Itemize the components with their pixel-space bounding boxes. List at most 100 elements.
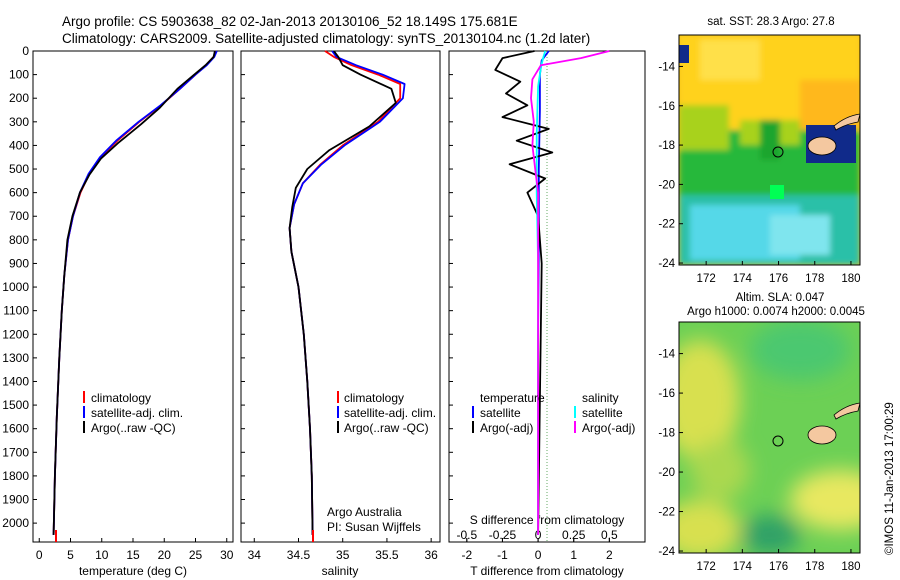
t-diff-tick-label: 1 (570, 548, 577, 562)
map-lat-label: -16 (658, 101, 675, 113)
credit-line-2: PI: Susan Wijffels (327, 520, 421, 534)
map-lon-label: 172 (697, 561, 716, 573)
salinity-series (288, 50, 406, 535)
depth-tick-label: 600 (9, 186, 29, 200)
difference-series (494, 50, 610, 535)
depth-tick-label: 1000 (2, 280, 29, 294)
depth-tick-label: 1100 (3, 304, 29, 318)
sal-tick-label: 35.5 (375, 548, 399, 562)
depth-tick-label: 700 (9, 209, 29, 223)
legend-salinity-heading: salinity (582, 391, 619, 405)
map-lat-label: -14 (658, 61, 675, 73)
temp-tick-label: 10 (95, 548, 109, 562)
temperature-tick-labels: 0 5 10 15 20 25 30 (36, 538, 234, 562)
depth-tick-label: 500 (9, 162, 29, 176)
s-diff-tick-label: 0.5 (601, 528, 618, 542)
series-line-climatology (52, 50, 217, 535)
sla-map-title-2: Argo h1000: 0.0074 h2000: 0.0045 (687, 306, 865, 318)
sla-lat-labels: -14 -16 -18 -20 -22 -24 (658, 349, 683, 558)
s-diff-tick-label: -0.5 (456, 528, 477, 542)
temp-tick-label: 20 (158, 548, 172, 562)
argo-float-marker-sla (772, 435, 784, 447)
temperature-series (52, 50, 218, 535)
depth-tick-labels: 0 100 200 300 400 500 600 700 800 900 1000 1100 1200… (2, 44, 453, 530)
map-lon-label: 180 (841, 273, 860, 285)
sla-map-title-1: Altim. SLA: 0.047 (736, 292, 825, 304)
depth-tick-label: 1900 (2, 493, 29, 507)
s-diff-tick-label: 0.25 (562, 528, 586, 542)
legend-s-satellite: satellite (582, 406, 623, 420)
map-lon-label: 176 (769, 561, 788, 573)
sst-lat-labels: -14 -16 -18 -20 -22 -24 (658, 61, 683, 270)
legend-s-argo: Argo(-adj) (582, 421, 635, 435)
map-lon-label: 172 (697, 273, 716, 285)
depth-tick-label: 1200 (2, 327, 29, 341)
map-lat-label: -24 (658, 258, 675, 270)
legend-temperature-heading: temperature (480, 391, 545, 405)
header-line-2: Climatology: CARS2009. Satellite-adjuste… (62, 31, 590, 46)
temp-tick-label: 5 (67, 548, 74, 562)
temp-tick-label: 25 (189, 548, 203, 562)
sst-lon-labels: 172 174 176 178 180 (697, 261, 861, 285)
sal-tick-label: 36 (424, 548, 438, 562)
legend-climatology: climatology (91, 391, 151, 405)
s-diff-tick-labels: -0.5 -0.25 0 0.25 0.5 (456, 528, 618, 542)
temp-tick-label: 0 (36, 548, 43, 562)
sal-tick-label: 34 (248, 548, 262, 562)
map-lat-label: -20 (658, 467, 675, 479)
depth-tick-label: 2000 (2, 516, 29, 530)
t-diff-tick-label: -1 (497, 548, 508, 562)
salinity-axis-label: salinity (322, 564, 359, 578)
map-lon-label: 178 (805, 561, 824, 573)
salinity-tick-labels: 34 34.5 35 35.5 36 (248, 538, 438, 562)
map-lat-label: -22 (658, 507, 675, 519)
series-line-t-argo-adj- (494, 50, 554, 535)
temp-tick-label: 15 (126, 548, 140, 562)
sla-map-image (679, 322, 860, 553)
map-lat-label: -24 (658, 546, 675, 558)
t-diff-tick-label: -2 (461, 548, 472, 562)
fiji-vanua-levu-sla (833, 402, 861, 420)
map-lat-label: -22 (658, 219, 675, 231)
temp-tick-label: 30 (220, 548, 234, 562)
header-line-1: Argo profile: CS 5903638_82 02-Jan-2013 … (62, 14, 518, 29)
map-lon-label: 174 (733, 561, 753, 573)
legend-satellite: satellite-adj. clim. (91, 406, 183, 420)
sal-tick-label: 34.5 (287, 548, 311, 562)
sla-lon-labels: 172 174 176 178 180 (697, 549, 861, 573)
map-lat-label: -18 (658, 428, 675, 440)
depth-tick-label: 1300 (2, 351, 29, 365)
fiji-vanua-levu-sst (833, 113, 861, 131)
series-line-s-argo-adj- (530, 50, 610, 535)
legend-climatology: climatology (344, 391, 404, 405)
temperature-legend: climatology satellite-adj. clim. Argo(..… (83, 391, 183, 435)
fiji-viti-levu-sst (807, 136, 837, 156)
t-diff-axis-label: T difference from climatology (470, 564, 624, 578)
map-lat-label: -20 (658, 179, 675, 191)
series-line-climatology (288, 50, 402, 535)
map-lon-label: 174 (733, 273, 753, 285)
depth-tick-label: 1600 (2, 422, 29, 436)
credit-line-1: Argo Australia (327, 505, 402, 519)
difference-legend: temperature satellite Argo(-adj) salinit… (472, 391, 635, 435)
series-line-satellite-adj-clim- (52, 50, 218, 535)
t-diff-tick-label: 0 (535, 548, 542, 562)
imos-timestamp: ©IMOS 11-Jan-2013 17:00:29 (884, 402, 896, 555)
sal-tick-label: 35 (336, 548, 350, 562)
legend-t-argo: Argo(-adj) (480, 421, 533, 435)
salinity-panel-frame (240, 50, 441, 543)
sst-map-title: sat. SST: 28.3 Argo: 27.8 (707, 16, 834, 28)
map-lon-label: 178 (805, 273, 824, 285)
legend-argo: Argo(..raw -QC) (344, 421, 429, 435)
sst-map-image (679, 35, 860, 265)
salinity-legend: climatology satellite-adj. clim. Argo(..… (337, 391, 436, 435)
s-diff-tick-label: -0.25 (489, 528, 517, 542)
depth-tick-label: 200 (9, 91, 29, 105)
series-line-argo-raw-qc- (288, 50, 397, 535)
series-line-argo-raw-qc- (52, 50, 216, 535)
argo-float-marker-sst (772, 146, 784, 158)
s-diff-tick-label: 0 (535, 528, 542, 542)
map-lon-label: 180 (841, 561, 860, 573)
depth-tick-label: 1800 (2, 469, 29, 483)
